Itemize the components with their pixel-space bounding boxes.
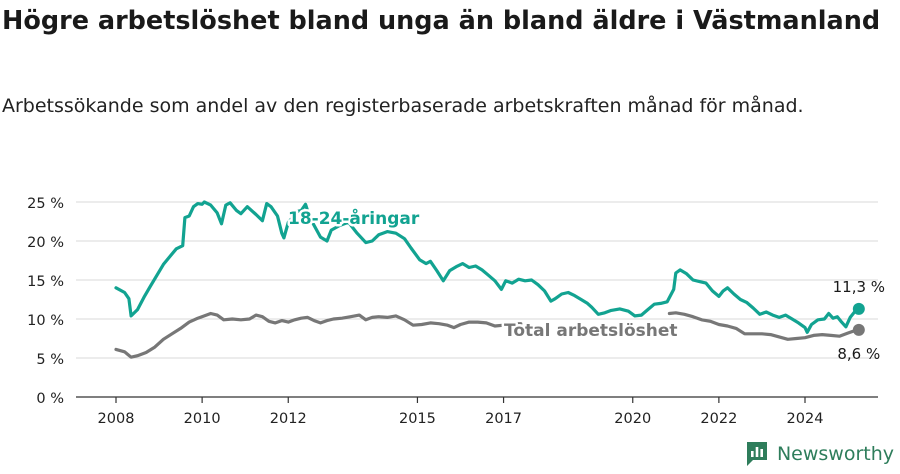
x-tick-label: 2015 (399, 411, 436, 427)
brand-name: Newsworthy (776, 443, 894, 465)
y-tick-label: 20 % (27, 235, 64, 251)
y-tick-label: 25 % (27, 196, 64, 212)
x-tick-label: 2020 (614, 411, 651, 427)
y-tick-label: 0 % (36, 391, 64, 407)
y-tick-label: 10 % (27, 313, 64, 329)
youth-series-label-halo: 18-24-åringar (288, 207, 420, 229)
x-tick-label: 2024 (787, 411, 824, 427)
gridlines (76, 201, 878, 359)
total-line (667, 311, 861, 341)
x-tick-label: 2017 (485, 411, 522, 427)
x-tick-label: 2012 (270, 411, 307, 427)
y-tick-label: 5 % (36, 352, 64, 368)
x-tick-label: 2010 (184, 411, 221, 427)
chart-title: Högre arbetslöshet bland unga än bland ä… (2, 6, 881, 36)
total-series-label: Total arbetslöshet (504, 321, 678, 341)
newsworthy-logo-icon (746, 442, 767, 466)
youth-line (114, 200, 861, 334)
youth-end-point (852, 302, 865, 315)
youth-series-label: 18-24-åringar (288, 207, 420, 229)
total-end-point (852, 323, 865, 336)
series-lines (114, 200, 865, 359)
newsworthy-logo: Newsworthy (745, 440, 894, 468)
youth-end-label: 11,3 % (833, 278, 885, 296)
x-axis: 2008 2010 2012 2015 2017 2020 2022 2024 (76, 396, 878, 427)
total-end-label: 8,6 % (837, 345, 880, 363)
chart-subtitle: Arbetssökande som andel av den registerb… (2, 95, 804, 117)
x-tick-label: 2022 (700, 411, 737, 427)
x-tick-label: 2008 (98, 411, 135, 427)
y-tick-label: 15 % (27, 274, 64, 290)
total-line (114, 311, 523, 359)
total-series-label-halo: Total arbetslöshet (504, 321, 678, 341)
y-axis-tick-labels: 0 % 5 % 10 % 15 % 20 % 25 % (27, 196, 64, 407)
